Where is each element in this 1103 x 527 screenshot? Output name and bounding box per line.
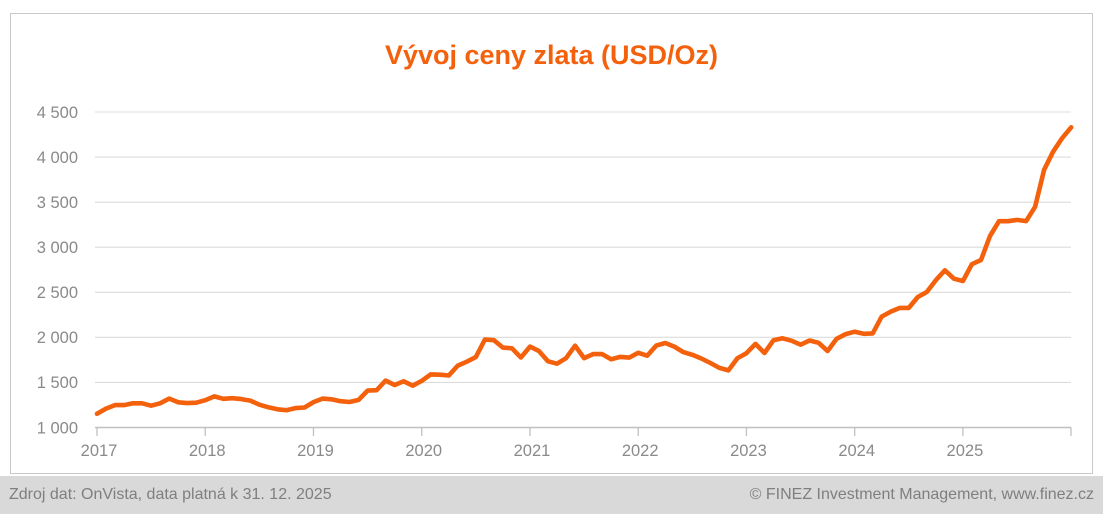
y-tick-label-3500: 3 500 <box>37 194 78 212</box>
footer-data-source: Zdroj dat: OnVista, data platná k 31. 12… <box>9 486 332 503</box>
y-tick-label-2000: 2 000 <box>37 329 78 347</box>
footer-copyright: © FINEZ Investment Management, www.finez… <box>749 486 1094 503</box>
y-tick-label-1500: 1 500 <box>37 374 78 392</box>
chart-title: Vývoj ceny zlata (USD/Oz) <box>384 40 719 70</box>
x-tick-label-2017: 2017 <box>81 442 118 460</box>
y-tick-label-4000: 4 000 <box>37 149 78 167</box>
footer-bar: Zdroj dat: OnVista, data platná k 31. 12… <box>0 476 1103 514</box>
x-tick-label-2024: 2024 <box>838 442 875 460</box>
y-tick-label-1000: 1 000 <box>37 419 78 437</box>
chart-frame <box>10 13 1093 474</box>
y-tick-label-3000: 3 000 <box>37 239 78 257</box>
x-tick-label-2022: 2022 <box>622 442 659 460</box>
y-tick-label-4500: 4 500 <box>37 104 78 122</box>
gold-price-line <box>94 125 1074 417</box>
x-tick-label-2018: 2018 <box>189 442 226 460</box>
y-tick-label-2500: 2 500 <box>37 284 78 302</box>
x-tick-label-2019: 2019 <box>297 442 334 460</box>
x-tick-label-2021: 2021 <box>514 442 551 460</box>
x-tick-label-2025: 2025 <box>947 442 984 460</box>
x-tick-label-2020: 2020 <box>405 442 442 460</box>
x-tick-label-2023: 2023 <box>730 442 767 460</box>
